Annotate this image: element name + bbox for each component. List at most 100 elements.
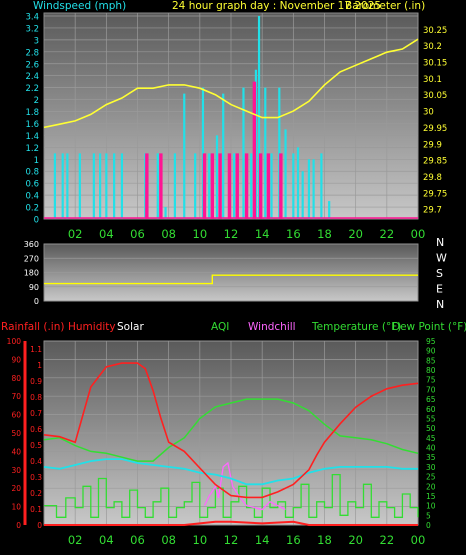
temp-y-tick: 50	[426, 424, 436, 433]
dewpoint-line	[43, 458, 418, 486]
temp-y-tick: 75	[426, 376, 436, 385]
rain-y-tick: 0.6	[30, 425, 42, 434]
wind-x-tick: 14	[255, 227, 270, 241]
wind-y-tick: 1	[34, 156, 39, 166]
wind-x-tick: 18	[317, 227, 332, 241]
wind-y-tick: 0.6	[25, 180, 39, 190]
direction-panel-series	[44, 274, 418, 285]
wind-y-tick: 0	[34, 216, 39, 226]
temperature-line	[43, 398, 419, 462]
temp-y-tick: 85	[426, 356, 436, 365]
wind-y-tick: 2.8	[25, 48, 39, 58]
temp-x-tick: 04	[99, 533, 114, 547]
wind-x-tick: 08	[161, 227, 176, 241]
barometer-label: Barometer (.in)	[345, 0, 425, 12]
rainfall-line	[44, 520, 418, 526]
barometer-y-tick: 29.95	[423, 124, 447, 134]
temp-y-tick: 0	[426, 521, 431, 530]
direction-y-tick: 270	[24, 254, 39, 263]
wind-x-tick: 00	[411, 227, 426, 241]
barometer-y-tick: 29.75	[423, 189, 447, 199]
dewpoint-label: Dew Point (°F)	[392, 321, 466, 333]
humidity-y-tick: 80	[11, 374, 21, 383]
wind-y-tick: 0.8	[25, 168, 39, 178]
direction-y-tick: 90	[29, 283, 39, 292]
rain-y-tick: 0.9	[30, 377, 42, 386]
temp-x-tick: 22	[380, 533, 395, 547]
temp-x-tick: 18	[317, 533, 332, 547]
aqi-label: AQI	[211, 321, 229, 333]
wind-x-tick: 16	[286, 227, 301, 241]
rain-y-tick: 1	[37, 361, 42, 370]
temp-y-tick: 45	[426, 434, 436, 443]
wind-y-tick: 2.4	[25, 72, 39, 82]
compass-label: N	[436, 298, 444, 311]
wind-y-tick: 2	[34, 96, 39, 106]
wind-y-tick: 3.4	[25, 12, 39, 22]
barometer-y-tick: 30	[423, 108, 434, 118]
wind-direction-line	[44, 274, 418, 285]
temp-x-tick: 12	[224, 533, 239, 547]
temperature-label: Temperature (°F)	[311, 321, 401, 333]
direction-y-tick: 180	[24, 269, 39, 278]
wind-x-tick: 22	[380, 227, 395, 241]
humidity-y-tick: 10	[11, 503, 21, 512]
graph-title: 24 hour graph day : November 17 2025	[172, 0, 381, 12]
humidity-y-tick: 100	[7, 337, 22, 346]
temp-x-tick: 14	[255, 533, 270, 547]
temp-y-tick: 35	[426, 453, 436, 462]
solar-label: Solar	[117, 321, 144, 333]
temp-y-tick: 5	[426, 511, 431, 520]
temp-x-tick: 06	[130, 533, 145, 547]
temp-y-tick: 55	[426, 414, 436, 423]
wind-panel-series	[43, 15, 419, 219]
temp-y-tick: 80	[426, 366, 436, 375]
rain-y-tick: 0.7	[30, 409, 42, 418]
windchill-label: Windchill	[248, 321, 296, 333]
wind-x-tick: 20	[348, 227, 363, 241]
humidity-y-tick: 30	[11, 466, 21, 475]
wind-x-tick: 10	[193, 227, 208, 241]
wind-y-tick: 0.2	[25, 204, 39, 214]
temp-x-tick: 08	[161, 533, 176, 547]
temp-y-tick: 60	[426, 405, 436, 414]
temp-x-tick: 10	[193, 533, 208, 547]
wind-y-tick: 2.2	[25, 84, 39, 94]
wind-x-tick: 12	[224, 227, 239, 241]
temp-x-tick: 02	[68, 533, 83, 547]
barometer-y-tick: 29.7	[423, 206, 442, 216]
windchill-line	[203, 461, 286, 511]
temp-y-tick: 20	[426, 482, 436, 491]
humidity-y-tick: 40	[11, 447, 21, 456]
humidity-line	[43, 362, 419, 499]
rain-y-tick: 0.8	[30, 393, 42, 402]
direction-panel-grid	[44, 243, 418, 302]
compass-label: W	[436, 252, 447, 265]
temp-y-tick: 95	[426, 337, 436, 346]
barometer-line	[43, 38, 419, 129]
temp-y-tick: 10	[426, 502, 436, 511]
barometer-y-tick: 29.8	[423, 173, 442, 183]
rain-y-tick: 0.4	[30, 457, 42, 466]
rain-y-tick: 0.5	[30, 441, 42, 450]
humidity-y-tick: 70	[11, 392, 21, 401]
temp-x-tick: 20	[348, 533, 363, 547]
barometer-y-tick: 30.05	[423, 91, 447, 101]
compass-label: S	[436, 267, 443, 280]
temp-y-tick: 65	[426, 395, 436, 404]
barometer-y-tick: 29.85	[423, 157, 447, 167]
temp-panel-axes: 010203040506070809010000.10.20.30.40.50.…	[7, 337, 436, 547]
humidity-label: Humidity	[68, 321, 116, 333]
windspeed-label: Windspeed (mph)	[33, 0, 126, 12]
wind-y-tick: 1.4	[25, 132, 39, 142]
barometer-y-tick: 30.2	[423, 42, 442, 52]
temp-y-tick: 40	[426, 444, 436, 453]
temp-y-tick: 15	[426, 492, 436, 501]
wind-x-tick: 02	[68, 227, 83, 241]
wind-y-tick: 1.2	[25, 144, 39, 154]
humidity-y-tick: 60	[11, 411, 21, 420]
wind-y-tick: 2.6	[25, 60, 39, 70]
temp-y-tick: 30	[426, 463, 436, 472]
